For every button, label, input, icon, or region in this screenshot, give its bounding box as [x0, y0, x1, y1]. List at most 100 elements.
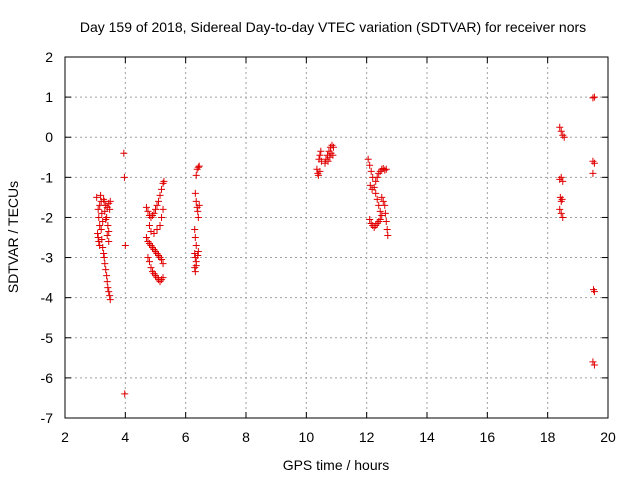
data-point	[329, 151, 337, 159]
data-point	[192, 171, 200, 179]
data-point	[589, 94, 597, 102]
data-point	[150, 209, 158, 217]
y-tick-label: 2	[45, 49, 53, 65]
data-point	[366, 161, 374, 169]
data-point	[376, 207, 384, 215]
data-point	[378, 193, 386, 201]
data-point	[94, 234, 102, 241]
y-tick-label: -2	[41, 209, 54, 225]
data-point	[589, 358, 597, 366]
data-point	[192, 242, 200, 250]
data-point	[102, 266, 110, 274]
data-point	[121, 390, 129, 398]
x-tick-label: 2	[61, 429, 69, 445]
data-point	[153, 225, 161, 233]
data-point	[194, 248, 202, 256]
data-point	[191, 234, 199, 241]
data-point	[364, 155, 372, 163]
data-point	[590, 361, 598, 369]
data-point	[372, 189, 380, 197]
data-point	[142, 234, 150, 241]
chart-title: Day 159 of 2018, Sidereal Day-to-day VTE…	[80, 19, 586, 35]
data-point	[373, 173, 381, 181]
data-point	[101, 207, 109, 215]
data-point	[384, 231, 392, 239]
data-point	[378, 211, 386, 219]
data-point	[590, 93, 598, 101]
x-tick-label: 12	[359, 429, 375, 445]
data-point	[559, 213, 567, 221]
y-tick-label: -5	[41, 330, 54, 346]
axis-ticks	[64, 56, 609, 419]
data-point	[381, 166, 389, 174]
data-point	[103, 272, 111, 280]
data-point	[160, 177, 168, 185]
data-point	[375, 201, 383, 209]
x-axis-label: GPS time / hours	[283, 457, 390, 473]
data-point	[194, 163, 202, 171]
plot-frame	[64, 56, 609, 419]
data-point	[106, 205, 114, 213]
data-point	[381, 209, 389, 217]
data-point	[194, 252, 202, 260]
data-point	[147, 264, 155, 272]
data-point	[158, 185, 166, 193]
data-point	[324, 157, 332, 165]
x-tick-labels: 2 4 6 8 10 12 14 16 18 20	[61, 429, 616, 445]
data-point	[155, 197, 163, 205]
data-point	[102, 215, 110, 223]
data-point	[142, 203, 150, 211]
data-point	[153, 201, 161, 209]
data-point	[105, 238, 113, 246]
data-point	[100, 254, 108, 262]
data-point	[192, 197, 200, 205]
data-point	[121, 242, 129, 250]
data-point	[376, 215, 384, 223]
data-point	[317, 157, 325, 165]
y-tick-label: -7	[41, 410, 54, 426]
data-point	[557, 209, 565, 217]
data-point	[316, 167, 324, 175]
x-tick-label: 14	[419, 429, 435, 445]
x-tick-label: 20	[600, 429, 616, 445]
data-point	[103, 278, 111, 286]
data-point	[97, 225, 105, 233]
data-point	[105, 227, 113, 235]
data-point	[191, 268, 199, 276]
data-point	[120, 149, 128, 157]
data-point	[316, 151, 324, 159]
data-point	[150, 229, 158, 237]
data-point	[366, 181, 374, 189]
y-tick-label: 0	[45, 129, 53, 145]
data-point	[379, 197, 387, 205]
data-point	[159, 205, 167, 213]
y-axis-label: SDTVAR / TECUs	[5, 181, 21, 293]
data-point	[103, 231, 111, 239]
data-point	[99, 244, 107, 252]
data-point	[194, 213, 202, 221]
data-point	[194, 207, 202, 215]
data-point	[589, 169, 597, 177]
data-point	[104, 284, 112, 292]
data-point	[158, 213, 166, 221]
data-point	[367, 167, 375, 175]
data-point	[144, 207, 152, 215]
data-point	[383, 225, 391, 233]
data-point	[370, 183, 378, 191]
data-point	[158, 256, 166, 264]
data-point	[556, 123, 564, 131]
y-tick-label: -3	[41, 250, 54, 266]
data-point	[195, 201, 203, 209]
data-point	[152, 205, 159, 213]
data-point	[156, 221, 164, 229]
data-point	[557, 127, 565, 135]
data-point	[145, 221, 153, 229]
data-point	[98, 236, 106, 244]
data-point	[366, 215, 374, 223]
x-tick-label: 4	[121, 429, 129, 445]
data-point	[192, 262, 200, 270]
data-point	[106, 296, 114, 304]
data-point	[104, 221, 112, 229]
data-point	[381, 201, 389, 209]
